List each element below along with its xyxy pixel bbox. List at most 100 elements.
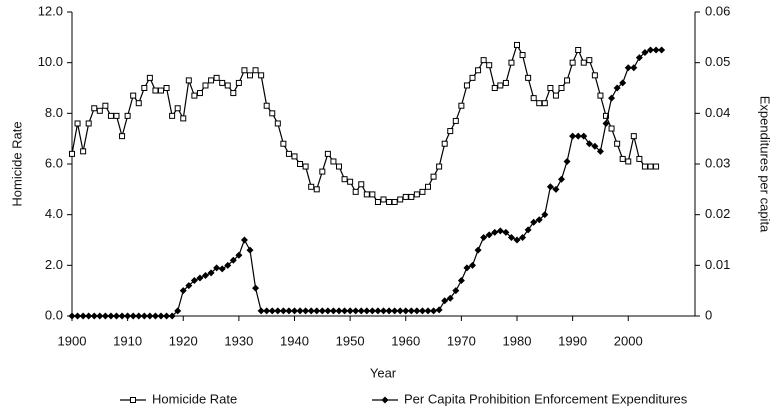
point: [146, 74, 153, 81]
point: [285, 150, 292, 157]
x-tick-label: 1910: [113, 333, 142, 348]
x-axis-label: Year: [370, 365, 397, 380]
point: [352, 307, 360, 315]
point: [208, 77, 215, 84]
point: [558, 85, 565, 91]
y2-tick-label: 0.04: [705, 105, 730, 120]
point: [380, 307, 387, 315]
point: [630, 64, 638, 72]
point: [630, 133, 637, 140]
point: [329, 307, 337, 315]
point: [130, 92, 137, 99]
point: [485, 231, 493, 239]
point: [352, 188, 359, 195]
point: [213, 264, 221, 272]
point: [391, 199, 398, 205]
point: [418, 307, 426, 315]
point: [407, 307, 415, 315]
point: [530, 95, 537, 102]
point: [491, 228, 499, 236]
point: [541, 100, 548, 107]
point: [196, 274, 204, 282]
point: [363, 191, 370, 198]
point: [396, 307, 404, 315]
y2-tick-label: 0.03: [705, 155, 730, 170]
point: [402, 307, 410, 315]
point: [324, 307, 332, 315]
point: [413, 191, 420, 198]
point: [585, 140, 593, 148]
y-axis-label: Homicide Rate: [9, 121, 24, 206]
point: [158, 87, 164, 94]
point: [213, 74, 220, 81]
point: [336, 163, 342, 170]
point: [380, 196, 387, 203]
point: [269, 110, 276, 117]
x-tick-label: 1960: [391, 333, 420, 348]
point: [402, 193, 409, 200]
point: [152, 87, 159, 94]
x-tick-label: 1990: [558, 333, 587, 348]
point: [508, 59, 515, 66]
point: [635, 54, 643, 62]
point: [224, 82, 231, 89]
y-tick-label: 6.0: [45, 155, 63, 170]
point: [597, 92, 604, 99]
point: [318, 307, 326, 315]
point: [413, 307, 421, 315]
point: [252, 67, 259, 74]
point: [157, 312, 165, 320]
point: [202, 82, 209, 89]
point: [180, 115, 187, 122]
point: [369, 191, 376, 198]
point: [603, 112, 609, 119]
point: [297, 161, 304, 167]
point: [519, 52, 526, 59]
point: [291, 307, 298, 315]
x-tick-label: 1920: [169, 333, 198, 348]
point: [163, 85, 170, 91]
point: [574, 132, 582, 140]
point: [346, 307, 354, 315]
point: [113, 112, 120, 119]
point: [291, 153, 298, 160]
point: [625, 158, 632, 165]
point: [436, 163, 443, 170]
point: [614, 140, 621, 147]
y2-tick-label: 0.06: [705, 3, 730, 18]
point: [207, 269, 215, 277]
point: [463, 264, 471, 272]
point: [641, 163, 648, 170]
point: [330, 158, 337, 165]
point: [596, 147, 604, 155]
point: [580, 132, 588, 140]
point: [525, 74, 532, 81]
point: [652, 46, 660, 54]
point: [219, 79, 226, 86]
point: [446, 294, 454, 302]
point: [307, 307, 315, 315]
point: [569, 59, 576, 66]
point: [368, 307, 376, 315]
point: [268, 307, 276, 315]
point: [441, 297, 449, 305]
point: [280, 140, 287, 147]
point: [168, 312, 176, 320]
point: [113, 312, 120, 320]
point: [519, 233, 527, 241]
point: [341, 307, 349, 315]
point: [391, 307, 399, 315]
point: [397, 196, 404, 203]
point: [496, 227, 504, 235]
point: [514, 41, 520, 48]
point: [68, 312, 76, 320]
point: [580, 59, 587, 66]
point: [308, 183, 315, 190]
point: [124, 312, 132, 320]
point: [647, 163, 654, 170]
point: [241, 67, 248, 74]
point: [347, 178, 354, 185]
point: [302, 307, 310, 315]
point: [358, 181, 365, 188]
